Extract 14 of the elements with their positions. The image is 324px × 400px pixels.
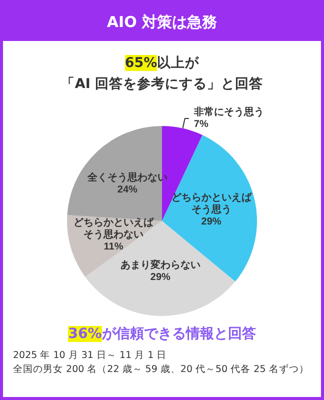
slice-label: どちらかといえばそう思わない — [74, 216, 155, 241]
data-label: 11% — [104, 242, 124, 253]
text: 全国の男女 200 名（22 歳～ 59 歳、20 代～50 代各 25 名ずつ） — [13, 363, 309, 376]
text: 36%が信頼できる情報と回答 — [67, 325, 257, 343]
text: 2025 年 10 月 31 日～ 11 月 1 日 — [13, 349, 167, 362]
data-label: 24% — [117, 184, 138, 196]
data-label: 7% — [194, 119, 208, 130]
slice-label: あまり変わらない — [120, 258, 200, 271]
data-label: 29% — [201, 216, 222, 228]
slice-label: どちらかといえばそう思う — [171, 191, 252, 216]
chart-subtitle: 65%以上が「AI 回答を参考にする」と回答 — [60, 54, 264, 94]
chart-title: AIO 対策は急務 — [3, 3, 321, 41]
data-label: 29% — [150, 272, 171, 283]
slice-label: 非常にそう思う — [192, 106, 264, 118]
